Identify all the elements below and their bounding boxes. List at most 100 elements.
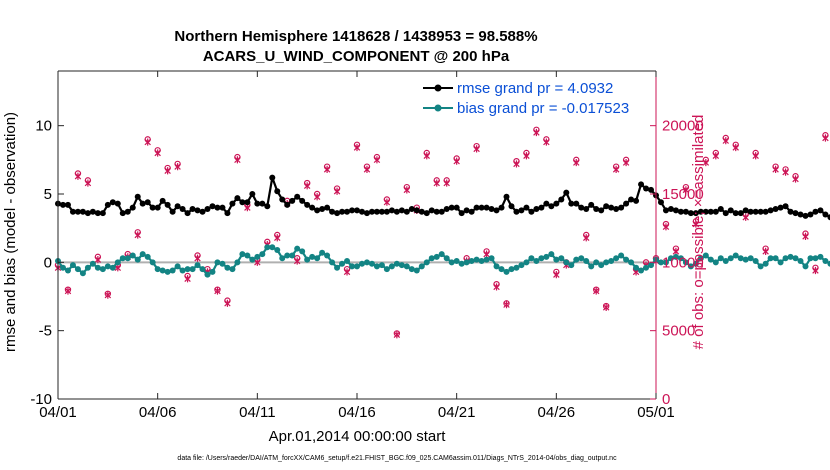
rmse-point <box>294 193 301 200</box>
rmse-point <box>483 204 490 211</box>
obs-assimilated-point <box>164 167 171 175</box>
bias-point <box>543 253 550 260</box>
bias-point <box>299 248 306 255</box>
bias-point <box>214 259 221 266</box>
bias-point <box>324 252 331 259</box>
rmse-point <box>817 207 824 214</box>
rmse-point <box>319 206 326 213</box>
rmse-point <box>628 196 635 203</box>
bias-point <box>134 256 141 263</box>
obs-assimilated-point <box>134 231 141 239</box>
bias-point <box>448 259 455 266</box>
rmse-point <box>468 208 475 215</box>
obs-assimilated-point <box>523 152 530 160</box>
y-tick-label-right: 10000 <box>662 254 704 271</box>
rmse-point <box>463 207 470 214</box>
rmse-point <box>413 207 420 214</box>
bias-point <box>104 263 111 270</box>
bias-point <box>413 267 420 274</box>
bias-point <box>553 256 560 263</box>
obs-assimilated-point <box>612 165 620 173</box>
rmse-point <box>219 204 226 211</box>
y-axis-label-right: # of obs: o=possible; ×=assimilated <box>690 115 707 350</box>
rmse-point <box>827 214 830 221</box>
bias-point <box>513 264 520 271</box>
bias-point <box>533 257 540 264</box>
rmse-point <box>757 208 764 215</box>
bias-point <box>782 255 789 262</box>
bias-point <box>737 255 744 262</box>
plot-background <box>58 71 656 399</box>
bias-point <box>787 253 794 260</box>
rmse-point <box>224 210 231 217</box>
rmse-point <box>164 201 171 208</box>
rmse-point <box>229 200 236 207</box>
obs-assimilated-point <box>513 160 520 168</box>
bias-point <box>179 267 186 274</box>
rmse-point <box>638 181 645 188</box>
rmse-point <box>478 204 485 211</box>
obs-assimilated-point <box>433 179 440 187</box>
bias-point <box>184 266 191 273</box>
bias-point <box>608 257 615 264</box>
obs-assimilated-point <box>104 291 112 299</box>
obs-assimilated-point <box>393 331 401 339</box>
bias-point <box>458 260 465 267</box>
obs-assimilated-point <box>214 287 221 295</box>
obs-assimilated-point <box>553 271 560 279</box>
rmse-point <box>304 201 311 208</box>
bias-point <box>119 255 126 262</box>
rmse-point <box>269 174 276 181</box>
x-tick-label: 04/06 <box>139 404 177 421</box>
rmse-point <box>822 211 829 218</box>
rmse-point <box>184 210 191 217</box>
rmse-point <box>603 203 610 210</box>
rmse-point <box>553 200 560 207</box>
rmse-point <box>204 206 211 213</box>
rmse-point <box>368 208 375 215</box>
legend-marker-bias <box>434 104 442 112</box>
obs-assimilated-point <box>254 258 261 266</box>
obs-assimilated-point <box>244 204 251 212</box>
rmse-point <box>264 203 271 210</box>
chart-title: Northern Hemisphere 1418628 / 1438953 = … <box>174 28 537 45</box>
rmse-point <box>403 208 410 215</box>
bias-point <box>114 259 121 266</box>
obs-assimilated-point <box>702 158 710 167</box>
bias-point <box>493 263 500 270</box>
bias-point <box>393 260 400 267</box>
bias-point <box>807 255 814 262</box>
bias-point <box>672 253 679 260</box>
rmse-point <box>792 210 799 217</box>
bias-point <box>518 262 525 269</box>
bias-point <box>727 255 734 262</box>
x-axis-label: Apr.01,2014 00:00:00 start <box>269 428 447 445</box>
rmse-point <box>234 195 241 202</box>
obs-assimilated-point <box>822 134 829 142</box>
bias-point <box>79 270 86 277</box>
bias-point <box>742 256 749 263</box>
bias-point <box>124 255 131 262</box>
rmse-point <box>244 199 251 206</box>
obs-assimilated-point <box>602 303 610 312</box>
bias-point <box>687 263 694 270</box>
bias-point <box>752 257 759 264</box>
obs-assimilated-point <box>493 283 500 291</box>
rmse-point <box>613 206 620 213</box>
bias-point <box>822 257 829 264</box>
rmse-point <box>677 208 684 215</box>
bias-point <box>662 259 669 266</box>
rmse-point <box>279 196 286 203</box>
rmse-point <box>354 207 360 214</box>
bias-point <box>383 266 390 273</box>
obs-assimilated-point <box>503 301 510 309</box>
obs-assimilated-point <box>323 165 331 173</box>
bias-point <box>757 263 764 270</box>
rmse-point <box>79 208 86 215</box>
rmse-point <box>423 210 430 217</box>
x-tick-label: 05/01 <box>637 404 675 421</box>
bias-point <box>453 257 460 264</box>
bias-point <box>463 259 470 266</box>
rmse-point <box>802 212 809 219</box>
